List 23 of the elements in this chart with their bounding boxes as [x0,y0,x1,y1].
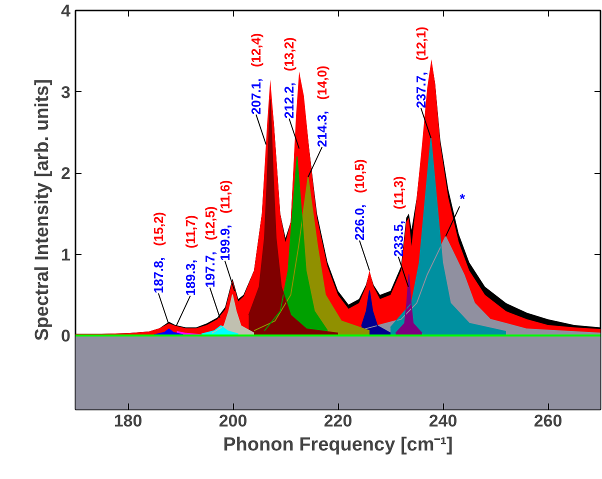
y-tick-label: 3 [61,82,71,102]
annotation: 207.1, (12,4) [248,33,264,115]
annotation: 226.0, (10,5) [352,159,367,241]
y-tick-label: 1 [61,245,71,264]
x-tick-label: 200 [218,412,248,430]
annotation: 197.7, (12,5) [202,206,218,288]
y-tick-label: 0 [61,326,71,346]
annotation: 233.5, (11,3) [390,176,406,257]
x-tick-label: 220 [324,412,352,430]
annotation: * [460,190,466,206]
annotation: 212.2, (13,2) [282,37,297,119]
y-axis-title: Spectral Intensity [arb. units] [32,79,54,341]
annotation: 187.8, (15,2) [150,212,166,294]
x-tick-label: 240 [428,412,458,430]
x-tick-label: 260 [534,412,562,430]
x-tick-label: 180 [114,412,142,430]
y-tick-label: 4 [61,2,72,20]
annotation: 199.9, (11,6) [217,180,232,261]
annotation: 214.3, (14,0) [314,66,330,148]
annotation: 189.3, (11,7) [182,215,198,296]
y-tick-label: 2 [61,164,71,184]
x-axis-title: Phonon Frequency [cm⁻¹] [223,434,453,456]
annotation: 237.7, (12,1) [413,26,428,108]
